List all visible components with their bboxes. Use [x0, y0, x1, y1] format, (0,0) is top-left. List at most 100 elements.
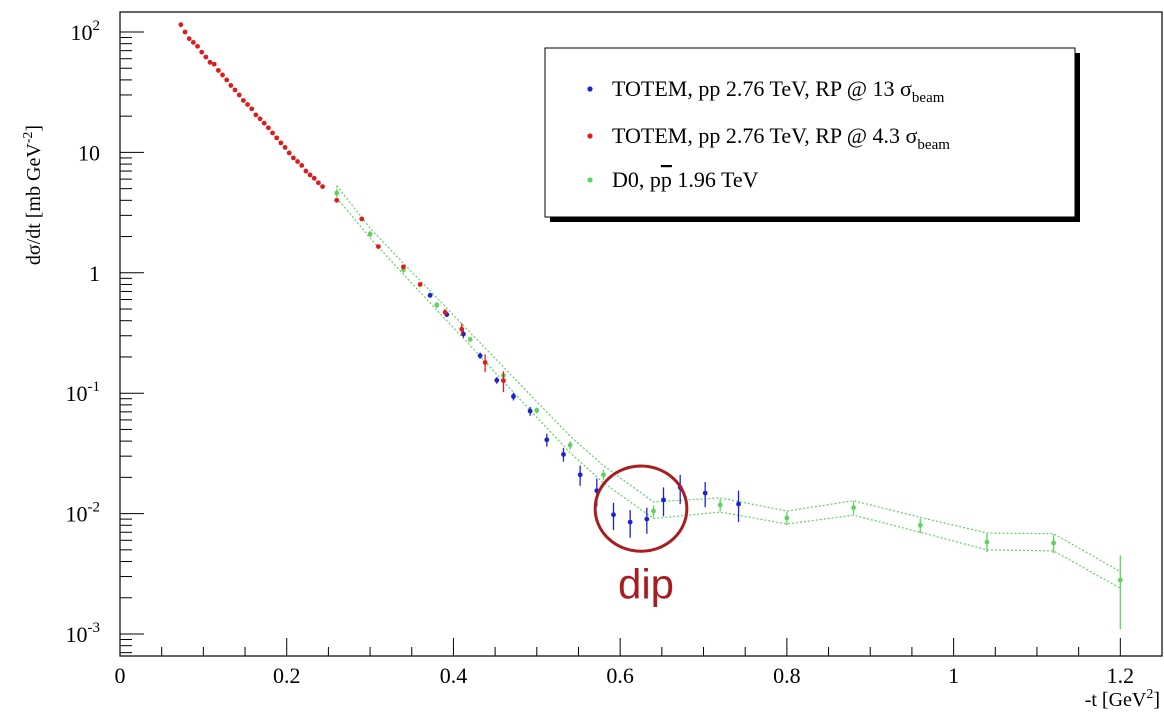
x-axis-title-end: ] [1153, 689, 1160, 711]
y-tick-label: 102 [71, 18, 101, 45]
x-tick-label: 0 [115, 663, 126, 688]
totem-4-3-point [203, 54, 209, 60]
totem-13-point [611, 512, 616, 518]
totem-4-3-point [190, 39, 196, 45]
x-tick-label: 0.4 [440, 663, 468, 688]
totem-4-3-point [207, 59, 213, 65]
totem-4-3-point [320, 184, 325, 189]
d0-point [1117, 577, 1123, 583]
d0-point [434, 302, 440, 308]
totem-4-3-point [215, 67, 221, 73]
totem-4-3-point [501, 378, 506, 384]
x-tick-label: 1 [948, 663, 959, 688]
x-axis-title-sup: 2 [1146, 687, 1153, 702]
y-tick-label: 1 [89, 261, 100, 286]
legend-label-d0-pbar: p [661, 167, 672, 192]
legend-entry-totem-4-3: TOTEM, pp 2.76 TeV, RP @ 4.3 σbeam [612, 123, 950, 153]
totem-4-3-point [253, 112, 259, 118]
totem-4-3-point [459, 326, 465, 332]
d0-point [917, 522, 923, 528]
totem-4-3-point [286, 150, 292, 156]
legend-marker-d0 [587, 177, 593, 183]
totem-13-point [644, 516, 650, 522]
totem-4-3-point [315, 180, 321, 186]
totem-4-3-point [482, 360, 488, 365]
totem-4-3-point [303, 168, 309, 174]
totem-13-point [627, 519, 633, 525]
legend-entry-totem-13: TOTEM, pp 2.76 TeV, RP @ 13 σbeam [612, 76, 945, 106]
totem-4-3-point [240, 98, 246, 103]
totem-4-3-point [211, 61, 217, 67]
y-axis-title: dσ/dt [mb GeV-2] [21, 125, 45, 265]
totem-4-3-point [401, 264, 406, 270]
y-tick-label: 10-3 [66, 620, 101, 647]
totem-4-3-point [182, 29, 188, 35]
d0-point [984, 539, 990, 545]
totem-13-point [527, 408, 533, 414]
d0-point [1051, 540, 1057, 546]
totem-4-3-point [311, 175, 317, 181]
totem-13-point [736, 501, 741, 507]
totem-4-3-point [186, 36, 192, 42]
plot-frame [119, 11, 1163, 657]
y-axis-title-sup: -2 [21, 132, 36, 144]
totem-4-3-point [278, 140, 284, 146]
legend-label-d0: D0, p [612, 167, 661, 192]
axis-ticks: 0 0.2 0.4 0.6 0.8 1 1.2 102 10 1 10-1 10-2 10-3 [66, 18, 1163, 688]
legend-marker-totem-4-3 [587, 133, 593, 139]
x-axis-title: -t [GeV2] [1085, 687, 1160, 711]
totem-4-3-point [228, 83, 234, 88]
dip-annotation: dip [593, 464, 689, 608]
y-tick-label: 10-2 [66, 500, 101, 527]
legend-label-d0-end: 1.96 TeV [672, 167, 759, 192]
totem-4-3-point [299, 162, 305, 168]
y-axis-title-end: ] [23, 125, 45, 132]
y-tick-label: 10 [78, 140, 100, 165]
totem-13-point [544, 437, 550, 443]
y-axis-title-main: dσ/dt [mb GeV [23, 143, 45, 265]
totem-4-3-point [334, 197, 340, 203]
d0-point [367, 231, 373, 237]
legend-entry-d0: D0, pp 1.96 TeV [612, 167, 759, 192]
d0-point [601, 472, 606, 478]
d0-point [334, 190, 340, 196]
totem-4-3-point [307, 172, 313, 178]
totem-4-3-point [417, 282, 423, 287]
totem-13-point [561, 452, 566, 457]
d0-point [651, 508, 656, 514]
totem-4-3-point [232, 87, 238, 93]
totem-4-3-point [199, 49, 205, 55]
totem-13-point [661, 497, 666, 503]
totem-4-3-point [261, 120, 267, 126]
legend: TOTEM, pp 2.76 TeV, RP @ 13 σbeam TOTEM,… [544, 47, 1080, 222]
totem-4-3-point [236, 92, 242, 98]
totem-13-point [511, 394, 516, 399]
totem-13-point [702, 490, 708, 496]
d0-point [567, 442, 573, 448]
totem-4-3-point [290, 155, 296, 161]
totem-4-3-point [178, 22, 184, 28]
totem-13-point [477, 353, 483, 359]
totem-13-point [427, 292, 433, 298]
totem-4-3-point [359, 216, 365, 222]
totem-4-3-point [220, 72, 225, 78]
dip-circle [593, 464, 689, 553]
totem-4-3-point [282, 145, 288, 150]
totem-4-3-point [274, 135, 280, 141]
legend-label-totem-4-3: TOTEM, pp 2.76 TeV, RP @ 4.3 σ [612, 123, 918, 148]
d0-point [784, 515, 790, 521]
d0-point [851, 505, 856, 511]
x-tick-label: 0.8 [773, 663, 801, 688]
totem-4-3-point [376, 244, 381, 250]
totem-13-point [494, 377, 500, 383]
totem-4-3-point [245, 102, 250, 107]
y-tick-label: 10-1 [66, 379, 101, 406]
legend-label-totem-13-sub: beam [912, 90, 945, 106]
band-lower-edge [336, 197, 1121, 589]
x-axis-title-main: -t [GeV [1085, 689, 1147, 711]
totem-4-3-point [295, 159, 300, 164]
legend-box [544, 47, 1076, 218]
totem-4-3-point [265, 125, 271, 131]
d0-point [534, 407, 540, 413]
